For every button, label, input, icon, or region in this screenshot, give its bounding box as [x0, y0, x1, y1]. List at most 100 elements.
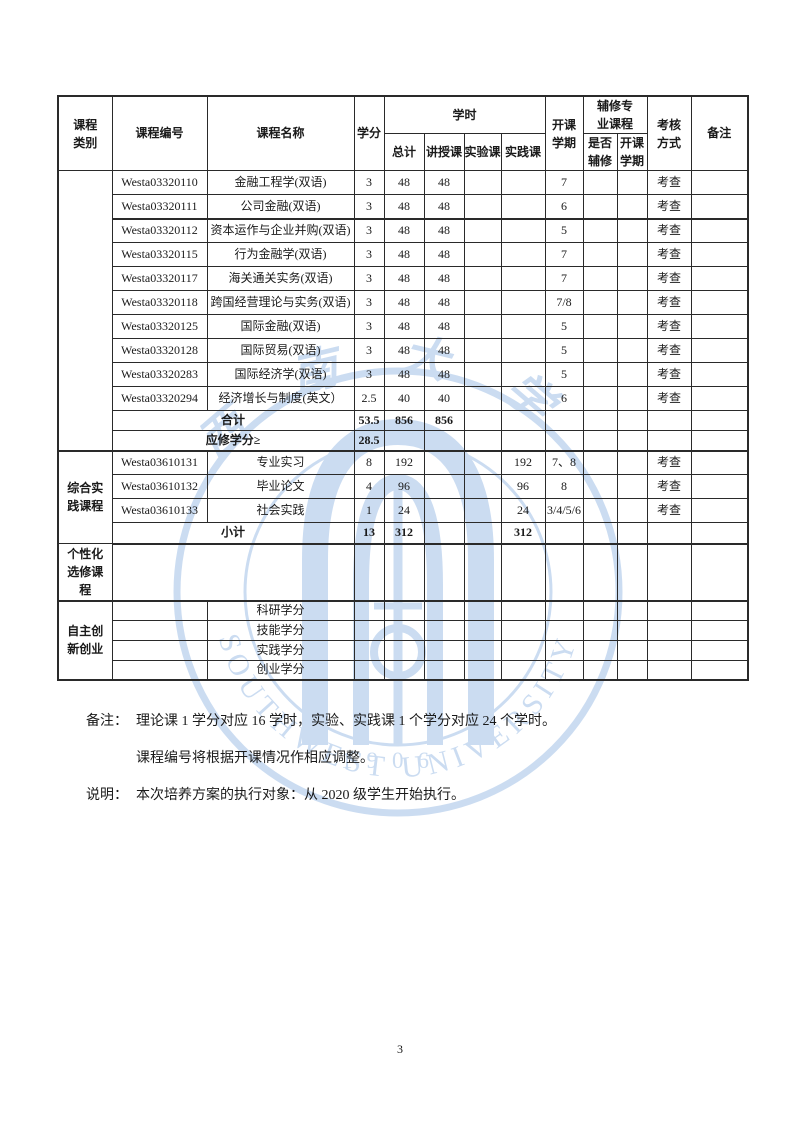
- cell-category-personalized: 个性化选修课程: [57, 543, 113, 602]
- note-line-1: 备注： 理论课 1 学分对应 16 学时，实验、实践课 1 个学分对应 24 个…: [86, 710, 666, 730]
- cell-hours-lecture: [423, 522, 465, 545]
- cell-semester: [544, 600, 584, 621]
- cell-hours-total: [383, 660, 425, 680]
- cell-hours-lab: [463, 543, 502, 602]
- table-row: Westa03320128 国际贸易(双语) 3 48 48 5 考查: [58, 338, 749, 363]
- cell-assessment: 考查: [646, 314, 692, 339]
- cell-assessment: [646, 522, 692, 545]
- cell-course-code: [111, 620, 208, 641]
- cell-course-name: 毕业论文: [206, 474, 355, 499]
- cell-course-name: 跨国经营理论与实务(双语): [206, 290, 355, 315]
- cell-minor-flag: [582, 386, 618, 411]
- cell-remark: [690, 290, 749, 315]
- header-minor-group: 辅修专业课程: [582, 95, 648, 134]
- cell-hours-total: [383, 640, 425, 661]
- header-category: 课程类别: [57, 95, 113, 171]
- cell-minor-flag: [582, 660, 618, 680]
- cell-remark: [690, 600, 749, 621]
- cell-assessment: [646, 430, 692, 451]
- cell-empty: [111, 543, 355, 602]
- cell-hours-lecture: [423, 543, 465, 602]
- cell-hours-total: 40: [383, 386, 425, 411]
- cell-assessment: 考查: [646, 194, 692, 220]
- cell-hours-practice: [500, 242, 546, 267]
- header-row-1: 课程类别 课程编号 课程名称 学分 学时 开课学期 辅修专业课程 考核方式 备注: [57, 95, 749, 171]
- cell-assessment: 考查: [646, 386, 692, 411]
- cell-semester: 5: [544, 338, 584, 363]
- cell-hours-lab: [463, 474, 502, 499]
- cell-remark: [690, 640, 749, 661]
- cell-hours-practice: [500, 600, 546, 621]
- cell-assessment: [646, 640, 692, 661]
- cell-course-name: 公司金融(双语): [206, 194, 355, 220]
- cell-credits: 3: [353, 338, 385, 363]
- header-remark: 备注: [690, 95, 749, 171]
- cell-semester: [544, 522, 584, 545]
- cell-course-name: 资本运作与企业并购(双语): [206, 218, 355, 243]
- cell-hours-practice: [500, 338, 546, 363]
- cell-hours-lab: [463, 660, 502, 680]
- cell-semester: [544, 410, 584, 431]
- cell-credits: 3: [353, 218, 385, 243]
- cell-hours-lab: [463, 410, 502, 431]
- cell-minor-semester: [616, 266, 648, 291]
- curriculum-table: 课程类别 课程编号 课程名称 学分 学时 开课学期 辅修专业课程 考核方式 备注…: [57, 95, 750, 681]
- cell-minor-semester: [616, 474, 648, 499]
- header-semester: 开课学期: [544, 95, 584, 171]
- cell-hours-total: 48: [383, 290, 425, 315]
- cell-minor-flag: [582, 410, 618, 431]
- cell-course-name: 国际贸易(双语): [206, 338, 355, 363]
- note-text-3: 本次培养方案的执行对象：从 2020 级学生开始执行。: [136, 788, 465, 803]
- table-row: 个性化选修课程: [57, 543, 749, 602]
- cell-minor-semester: [616, 660, 648, 680]
- cell-minor-flag: [582, 430, 618, 451]
- cell-minor-semester: [616, 543, 648, 602]
- cell-semester: 7/8: [544, 290, 584, 315]
- cell-credits: 3: [353, 314, 385, 339]
- cell-remark: [690, 194, 749, 220]
- cell-minor-semester: [616, 449, 648, 475]
- cell-assessment: 考查: [646, 449, 692, 475]
- cell-hours-practice: 192: [500, 449, 546, 475]
- table-row: Westa03320115 行为金融学(双语) 3 48 48 7 考查: [58, 242, 749, 267]
- cell-remark: [690, 386, 749, 411]
- cell-totals-label: 合计: [111, 410, 355, 431]
- table-row: 自主创新创业 科研学分: [57, 600, 749, 680]
- cell-assessment: 考查: [646, 338, 692, 363]
- cell-semester: 7: [544, 266, 584, 291]
- cell-minor-flag: [582, 362, 618, 387]
- cell-required-label: 应修学分≥: [111, 430, 355, 451]
- cell-hours-lecture: [423, 620, 465, 641]
- table-row: 实践学分: [58, 640, 749, 661]
- cell-minor-semester: [616, 218, 648, 243]
- cell-course-code: Westa03320125: [111, 314, 208, 339]
- cell-credits: 8: [353, 449, 385, 475]
- cell-remark: [690, 522, 749, 545]
- cell-category-empty: [57, 170, 113, 451]
- cell-remark: [690, 449, 749, 475]
- cell-hours-practice: [500, 620, 546, 641]
- header-code: 课程编号: [111, 95, 208, 171]
- page-number: 3: [397, 1042, 403, 1056]
- header-credits: 学分: [353, 95, 385, 171]
- cell-course-name: 专业实习: [206, 449, 355, 475]
- cell-credits: 4: [353, 474, 385, 499]
- cell-course-code: Westa03320110: [111, 170, 208, 195]
- cell-category-innovation: 自主创新创业: [57, 600, 113, 680]
- cell-course-name: 海关通关实务(双语): [206, 266, 355, 291]
- cell-subtotal-label: 小计: [111, 522, 355, 545]
- cell-assessment: 考查: [646, 266, 692, 291]
- cell-hours-lab: [463, 290, 502, 315]
- cell-semester: [544, 430, 584, 451]
- cell-course-code: Westa03610131: [111, 449, 208, 475]
- cell-assessment: 考查: [646, 498, 692, 523]
- note-line-2: 课程编号将根据开课情况作相应调整。: [86, 747, 666, 767]
- cell-remark: [690, 410, 749, 431]
- note-text-2: 课程编号将根据开课情况作相应调整。: [136, 751, 374, 766]
- cell-hours-lab: [463, 218, 502, 243]
- cell-hours-total: [383, 543, 425, 602]
- cell-semester: 5: [544, 218, 584, 243]
- header-hours-practice: 实践课: [500, 133, 546, 171]
- cell-minor-flag: [582, 449, 618, 475]
